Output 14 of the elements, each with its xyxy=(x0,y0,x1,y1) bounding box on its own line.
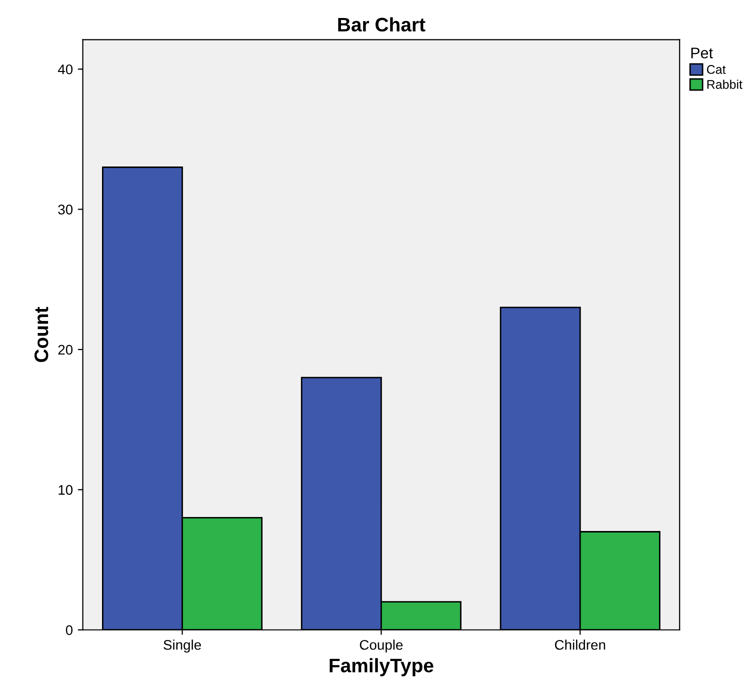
y-tick-label: 20 xyxy=(58,344,73,355)
y-tick-label: 10 xyxy=(58,485,73,495)
y-axis-title: Count xyxy=(34,306,48,362)
x-tick-label: Children xyxy=(554,640,606,650)
y-tick-label: 40 xyxy=(58,64,73,74)
legend-label: Rabbit xyxy=(707,80,742,89)
y-tick-label: 0 xyxy=(66,625,73,636)
legend-label: Cat xyxy=(706,65,726,74)
x-tick-label: Single xyxy=(164,640,201,653)
x-axis-title: FamilyType xyxy=(330,658,434,676)
x-tick-label: Couple xyxy=(360,640,403,653)
y-tick-label: 30 xyxy=(58,204,73,214)
legend-title: Pet xyxy=(691,48,713,58)
chart-title: Bar Chart xyxy=(338,17,426,32)
